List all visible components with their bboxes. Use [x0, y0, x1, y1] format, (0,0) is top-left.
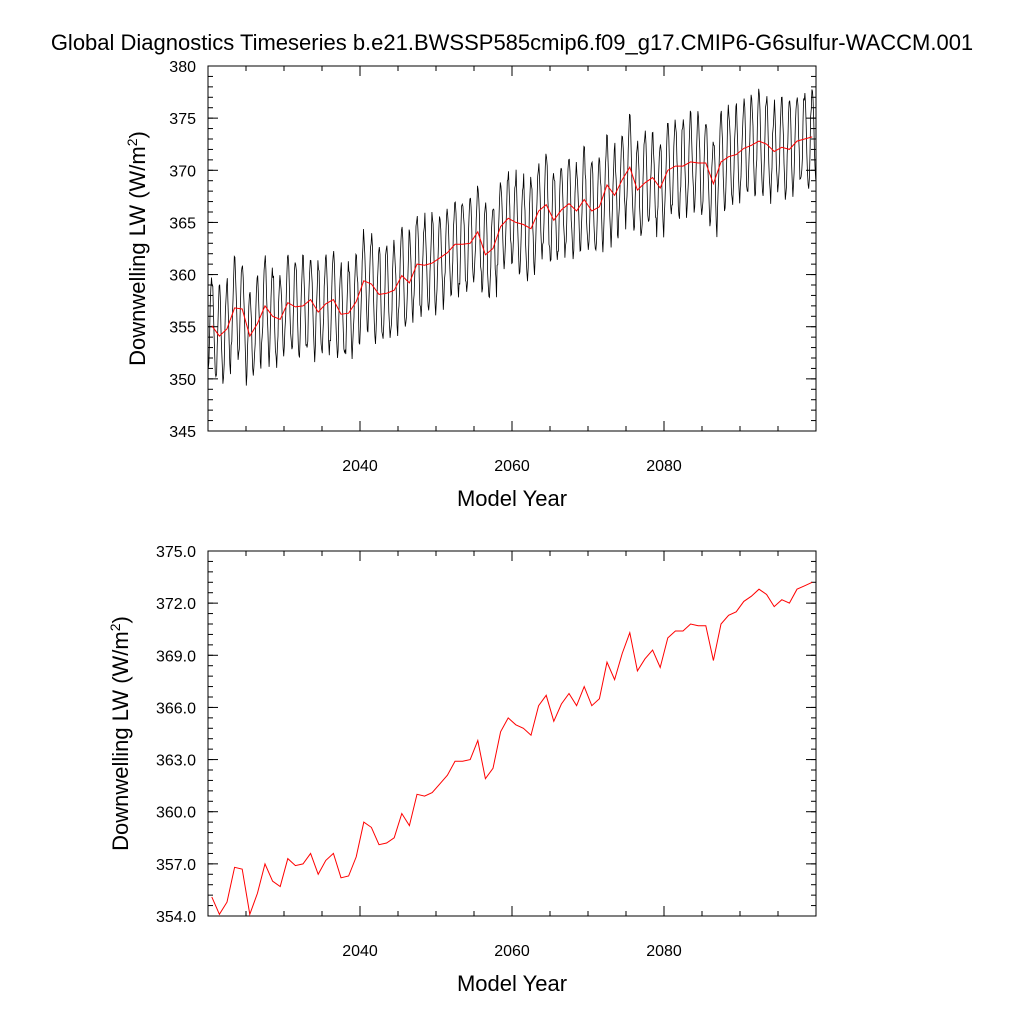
x-tick-label: 2080 [646, 943, 682, 960]
x-tick-label: 2080 [646, 458, 682, 475]
y-tick-label: 370 [169, 163, 196, 180]
annual-mean-line [211, 136, 813, 338]
top-panel: 2040 2060 2080 345 350 355 360 365 370 375 380 Mode… [124, 59, 817, 511]
y-tick-label: 375 [169, 111, 196, 128]
x-tick-label: 2060 [494, 943, 530, 960]
y-tick-label: 360 [169, 268, 196, 285]
y-tick-label: 372.0 [156, 596, 196, 613]
y-tick-label: 363.0 [156, 753, 196, 770]
y-tick-label: 357.0 [156, 857, 196, 874]
y-axis-title: Downwelling LW (W/m2) [124, 131, 150, 366]
plot-frame [207, 550, 817, 917]
x-tick-label: 2040 [342, 458, 378, 475]
y-tick-label: 360.0 [156, 805, 196, 822]
y-tick-label: 345 [169, 424, 196, 441]
x-tick-label: 2060 [494, 458, 530, 475]
x-axis-title: Model Year [457, 971, 567, 996]
y-tick-label: 365 [169, 215, 196, 232]
bottom-panel: 2040 2060 2080 354.0 357.0 360.0 363.0 366.0 369… [107, 544, 817, 996]
y-tick-label: 355 [169, 320, 196, 337]
y-tick-label: 350 [169, 372, 196, 389]
y-tick-label: 354.0 [156, 909, 196, 926]
monthly-series-line [208, 88, 816, 386]
plot-frame [207, 65, 817, 432]
y-tick-label: 366.0 [156, 700, 196, 717]
y-tick-label: 375.0 [156, 544, 196, 561]
x-axis-title: Model Year [457, 486, 567, 511]
y-tick-label: 380 [169, 59, 196, 76]
annual-mean-line [211, 581, 813, 916]
y-tick-label: 369.0 [156, 648, 196, 665]
y-axis-title: Downwelling LW (W/m2) [107, 616, 133, 851]
x-tick-label: 2040 [342, 943, 378, 960]
chart-title: Global Diagnostics Timeseries b.e21.BWSS… [50, 30, 974, 55]
